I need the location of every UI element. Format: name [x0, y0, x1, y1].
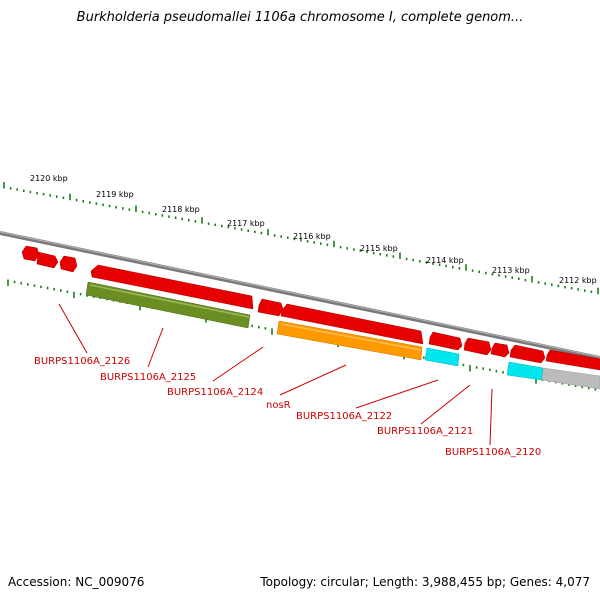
gene-label[interactable]: BURPS1106A_2125	[100, 372, 196, 383]
gene-feature[interactable]	[59, 255, 78, 273]
gene-label[interactable]: BURPS1106A_2126	[34, 356, 130, 367]
scale-label: 2118 kbp	[162, 205, 200, 214]
gene-feature[interactable]	[424, 347, 460, 367]
label-leaders	[58, 303, 493, 446]
gene-feature[interactable]	[90, 264, 254, 310]
forward-strand-genes	[21, 245, 600, 371]
gene-feature[interactable]	[85, 281, 251, 329]
scale-label: 2120 kbp	[30, 174, 68, 183]
scale-label: 2119 kbp	[96, 190, 134, 199]
scale-label: 2114 kbp	[426, 256, 464, 265]
map-title: Burkholderia pseudomallei 1106a chromoso…	[76, 10, 524, 25]
leader-line	[489, 388, 493, 446]
leader-line	[58, 303, 88, 354]
scale-label: 2115 kbp	[360, 244, 398, 253]
chromosome-backbone	[0, 231, 600, 360]
gene-feature[interactable]	[257, 298, 284, 317]
leader-line	[279, 364, 347, 396]
gene-label[interactable]: BURPS1106A_2122	[296, 411, 392, 422]
topology-text: Topology: circular; Length: 3,988,455 bp…	[260, 575, 590, 589]
gene-feature[interactable]	[506, 361, 544, 381]
gene-highlight	[280, 323, 422, 351]
leader-line	[212, 346, 264, 382]
gene-feature[interactable]	[541, 367, 600, 390]
gene-labels: BURPS1106A_2126 BURPS1106A_2125 BURPS110…	[34, 356, 541, 458]
gene-feature[interactable]	[545, 349, 600, 371]
gene-feature[interactable]	[280, 303, 424, 345]
accession-text: Accession: NC_009076	[8, 575, 145, 589]
gene-feature[interactable]	[463, 337, 492, 356]
leader-line	[355, 379, 439, 409]
gene-label[interactable]: BURPS1106A_2124	[167, 387, 263, 398]
gene-label[interactable]: nosR	[266, 400, 291, 411]
gene-label[interactable]: BURPS1106A_2121	[377, 426, 473, 437]
gene-feature[interactable]	[428, 331, 463, 351]
leader-line	[147, 327, 164, 368]
chromosome-backbone-highlight	[0, 231, 600, 358]
leader-line	[420, 384, 471, 425]
gene-feature[interactable]	[509, 344, 546, 364]
reverse-strand-genes	[85, 281, 600, 390]
gene-feature[interactable]	[21, 245, 40, 262]
gene-feature[interactable]	[490, 342, 510, 358]
gene-feature[interactable]	[36, 251, 59, 269]
scale-label: 2112 kbp	[559, 276, 597, 285]
scale-label: 2117 kbp	[227, 219, 265, 228]
outer-scale-ticks	[3, 182, 599, 295]
gene-highlight	[89, 284, 250, 318]
scale-label: 2113 kbp	[492, 266, 530, 275]
scale-labels: 2120 kbp 2119 kbp 2118 kbp 2117 kbp 2116…	[30, 174, 597, 285]
gene-label[interactable]: BURPS1106A_2120	[445, 447, 541, 458]
scale-label: 2116 kbp	[293, 232, 331, 241]
